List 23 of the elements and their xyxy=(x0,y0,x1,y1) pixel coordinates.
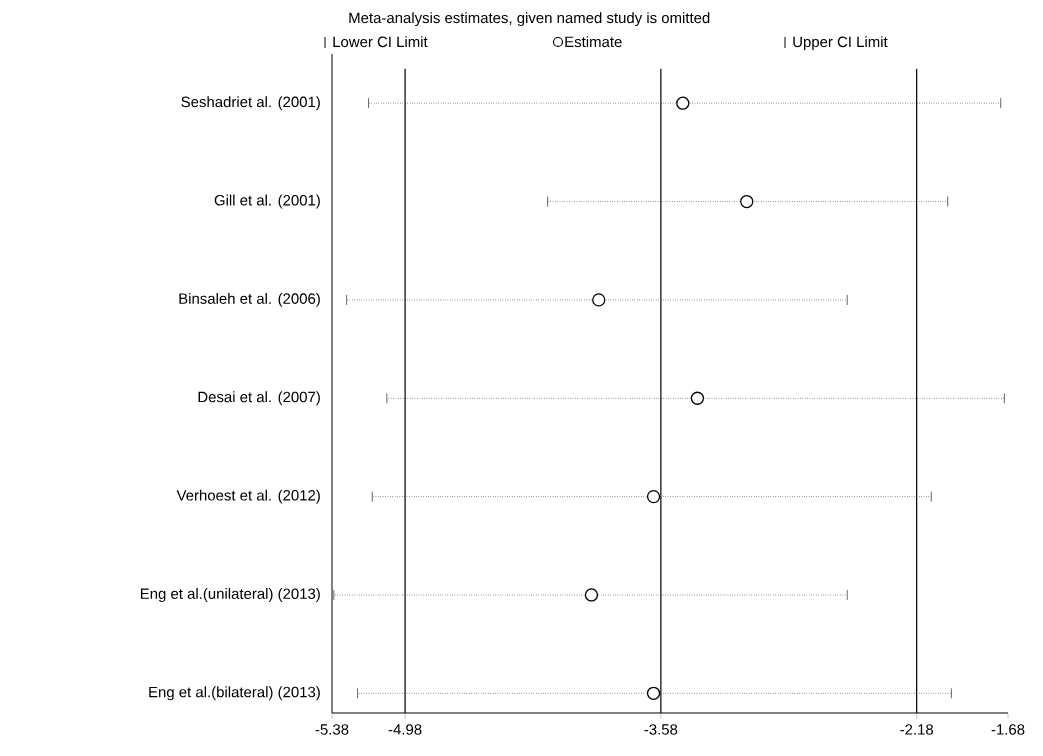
x-tick-label: -5.38 xyxy=(315,724,349,735)
chart-title: Meta-analysis estimates, given named study is omitted xyxy=(349,12,710,27)
y-tick-label: Gill et al. (2001) xyxy=(214,194,320,209)
point xyxy=(646,686,661,700)
x-tick-label: -3.58 xyxy=(644,724,678,735)
point xyxy=(740,194,754,209)
x-tick-label: -1.68 xyxy=(991,724,1025,735)
y-tick-label: Eng et al.(bilateral) (2013) xyxy=(149,686,320,701)
point xyxy=(690,391,705,405)
y-tick-label: Binsaleh et al. (2006) xyxy=(179,292,320,307)
text: Upper CI Limit xyxy=(793,36,888,51)
y-tick-label: Seshadriet al. (2001) xyxy=(181,96,320,111)
point xyxy=(646,489,661,504)
x-tick-label: -2.18 xyxy=(900,724,934,735)
y-tick-label: Eng et al.(unilateral) (2013) xyxy=(140,588,320,602)
point xyxy=(676,96,690,110)
legend-label: Estimate xyxy=(565,36,622,48)
y-tick-label: Desai et al. (2007) xyxy=(198,391,320,406)
point xyxy=(592,293,606,307)
point xyxy=(584,588,599,602)
x-tick-label: -4.98 xyxy=(388,724,422,735)
y-tick-label: Verhoest et al. (2012) xyxy=(176,489,320,504)
text: Lower CI Limit xyxy=(333,36,428,48)
